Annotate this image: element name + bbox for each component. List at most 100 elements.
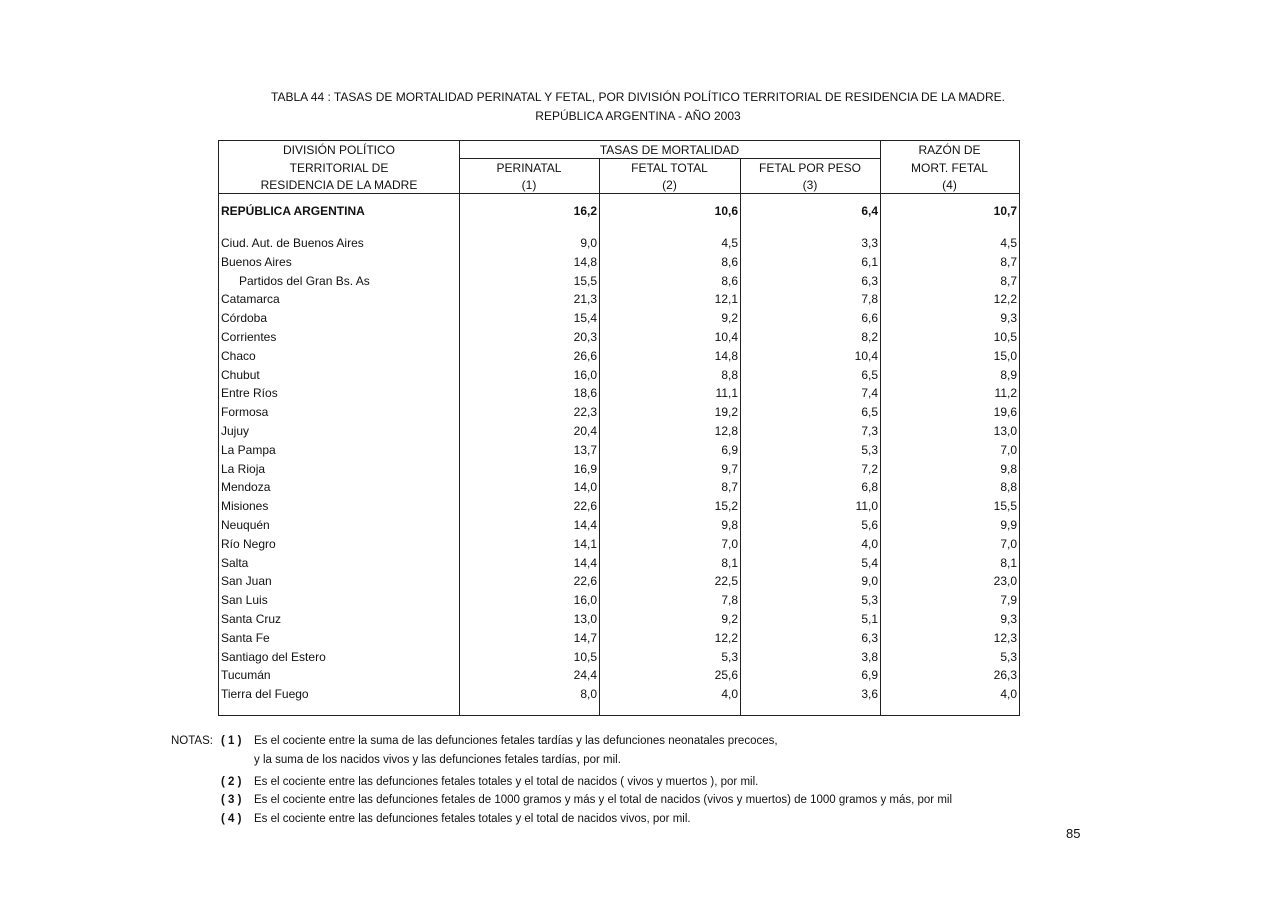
razon-value: 10,7	[993, 204, 1017, 218]
note-text: Es el cociente entre las defunciones fet…	[254, 776, 759, 788]
table-row: Santiago del Estero 10,5 5,3 3,8 5,3	[219, 648, 1019, 666]
row-name: Río Negro	[221, 536, 276, 551]
fetal-peso-value: 3,6	[861, 687, 878, 702]
fetal-peso-value: 6,1	[861, 254, 878, 269]
header-division-3: RESIDENCIA DE LA MADRE	[260, 178, 418, 192]
row-name: Santiago del Estero	[221, 649, 326, 664]
header-fetal-peso: FETAL POR PESO	[758, 161, 862, 175]
header-razon-1: RAZÓN DE	[918, 143, 981, 157]
fetal-peso-value: 6,8	[861, 480, 878, 495]
fetal-total-value: 9,8	[721, 518, 738, 532]
perinatal-value: 9,0	[580, 236, 597, 250]
row-name: San Luis	[221, 593, 268, 608]
table-subtitle: REPÚBLICA ARGENTINA - AÑO 2003	[535, 109, 741, 123]
fetal-total-value: 12,1	[714, 292, 738, 307]
perinatal-value: 14,4	[573, 518, 597, 532]
fetal-total-value: 8,8	[721, 367, 738, 382]
table-row: Buenos Aires 14,8 8,6 6,1 8,7	[219, 253, 1019, 271]
razon-value: 5,3	[1000, 649, 1017, 664]
row-name: Partidos del Gran Bs. As	[239, 273, 370, 288]
perinatal-value: 8,0	[580, 687, 597, 702]
fetal-peso-value: 6,9	[861, 668, 878, 683]
notes-label: NOTAS:	[171, 735, 213, 747]
fetal-total-value: 7,0	[721, 536, 738, 551]
note-text-continued: y la suma de los nacidos vivos y las def…	[254, 754, 621, 766]
razon-value: 7,0	[1000, 442, 1017, 457]
header-fetal-peso-note: (3)	[802, 178, 818, 192]
perinatal-value: 13,7	[573, 442, 597, 457]
header-razon-3: (4)	[942, 178, 957, 192]
row-name: Corrientes	[221, 330, 277, 344]
fetal-total-value: 19,2	[714, 405, 738, 420]
perinatal-value: 14,8	[573, 254, 597, 269]
razon-value: 26,3	[993, 668, 1017, 683]
fetal-total-value: 4,0	[721, 687, 738, 702]
table-row: San Juan 22,6 22,5 9,0 23,0	[219, 572, 1019, 590]
perinatal-value: 20,4	[573, 424, 597, 438]
row-name: Tierra del Fuego	[221, 687, 309, 702]
perinatal-value: 20,3	[573, 330, 597, 344]
header-fetal-total-note: (2)	[662, 178, 677, 192]
note-number: ( 3 )	[221, 794, 242, 806]
razon-value: 7,0	[1000, 536, 1017, 551]
perinatal-value: 18,6	[573, 386, 597, 401]
table-row: Catamarca 21,3 12,1 7,8 12,2	[219, 290, 1019, 308]
header-division-2: TERRITORIAL DE	[289, 161, 389, 175]
table-row: La Rioja 16,9 9,7 7,2 9,8	[219, 460, 1019, 478]
razon-value: 4,5	[1000, 236, 1017, 250]
fetal-total-value: 7,8	[721, 593, 738, 608]
table-row: Misiones 22,6 15,2 11,0 15,5	[219, 497, 1019, 515]
row-name: Jujuy	[221, 424, 250, 438]
fetal-peso-value: 7,8	[861, 292, 878, 307]
row-name: REPÚBLICA ARGENTINA	[221, 204, 365, 218]
table-title: TABLA 44 : TASAS DE MORTALIDAD PERINATAL…	[271, 90, 1005, 104]
fetal-total-value: 12,2	[714, 630, 738, 645]
fetal-peso-value: 10,4	[854, 348, 878, 363]
fetal-total-value: 8,6	[721, 254, 738, 269]
razon-value: 12,3	[993, 630, 1017, 645]
row-name: Chaco	[221, 348, 256, 363]
fetal-total-value: 10,4	[714, 330, 738, 344]
razon-value: 10,5	[993, 330, 1017, 344]
razon-value: 9,3	[1000, 612, 1017, 626]
column-divider	[599, 159, 600, 715]
table-row: Río Negro 14,1 7,0 4,0 7,0	[219, 535, 1019, 553]
table-row: Tucumán 24,4 25,6 6,9 26,3	[219, 666, 1019, 684]
razon-value: 12,2	[993, 292, 1017, 307]
razon-value: 8,7	[1000, 254, 1017, 269]
row-name: Formosa	[221, 405, 269, 420]
perinatal-value: 16,0	[573, 367, 597, 382]
fetal-peso-value: 11,0	[855, 499, 878, 514]
fetal-total-value: 8,1	[721, 555, 738, 570]
row-name: Buenos Aires	[221, 254, 292, 269]
razon-value: 8,9	[1000, 367, 1017, 382]
table-row: Mendoza 14,0 8,7 6,8 8,8	[219, 478, 1019, 496]
header-perinatal: PERINATAL	[496, 161, 562, 175]
table-row: Santa Fe 14,7 12,2 6,3 12,3	[219, 629, 1019, 647]
razon-value: 23,0	[993, 574, 1017, 589]
razon-value: 9,3	[1000, 311, 1017, 326]
fetal-total-value: 8,6	[721, 273, 738, 288]
fetal-total-value: 25,6	[714, 668, 738, 683]
row-name: Catamarca	[221, 292, 280, 307]
column-divider	[880, 141, 881, 715]
table-row: Jujuy 20,4 12,8 7,3 13,0	[219, 422, 1019, 440]
table-row: Neuquén 14,4 9,8 5,6 9,9	[219, 516, 1019, 534]
perinatal-value: 15,5	[573, 273, 597, 288]
razon-value: 9,9	[1000, 518, 1017, 532]
table-row: Córdoba 15,4 9,2 6,6 9,3	[219, 309, 1019, 327]
fetal-total-value: 9,2	[721, 612, 738, 626]
fetal-total-value: 9,7	[721, 461, 738, 476]
perinatal-value: 22,6	[573, 574, 597, 589]
row-name: Misiones	[221, 499, 269, 514]
fetal-peso-value: 3,8	[861, 649, 878, 664]
fetal-total-value: 5,3	[721, 649, 738, 664]
perinatal-value: 24,4	[573, 668, 597, 683]
row-name: La Rioja	[221, 461, 266, 476]
fetal-total-value: 12,8	[714, 424, 738, 438]
fetal-total-value: 4,5	[721, 236, 738, 250]
page-number: 85	[1066, 826, 1081, 841]
row-name: Mendoza	[221, 480, 271, 495]
table-row: Partidos del Gran Bs. As 15,5 8,6 6,3 8,7	[219, 272, 1019, 290]
fetal-peso-value: 6,3	[861, 630, 878, 645]
